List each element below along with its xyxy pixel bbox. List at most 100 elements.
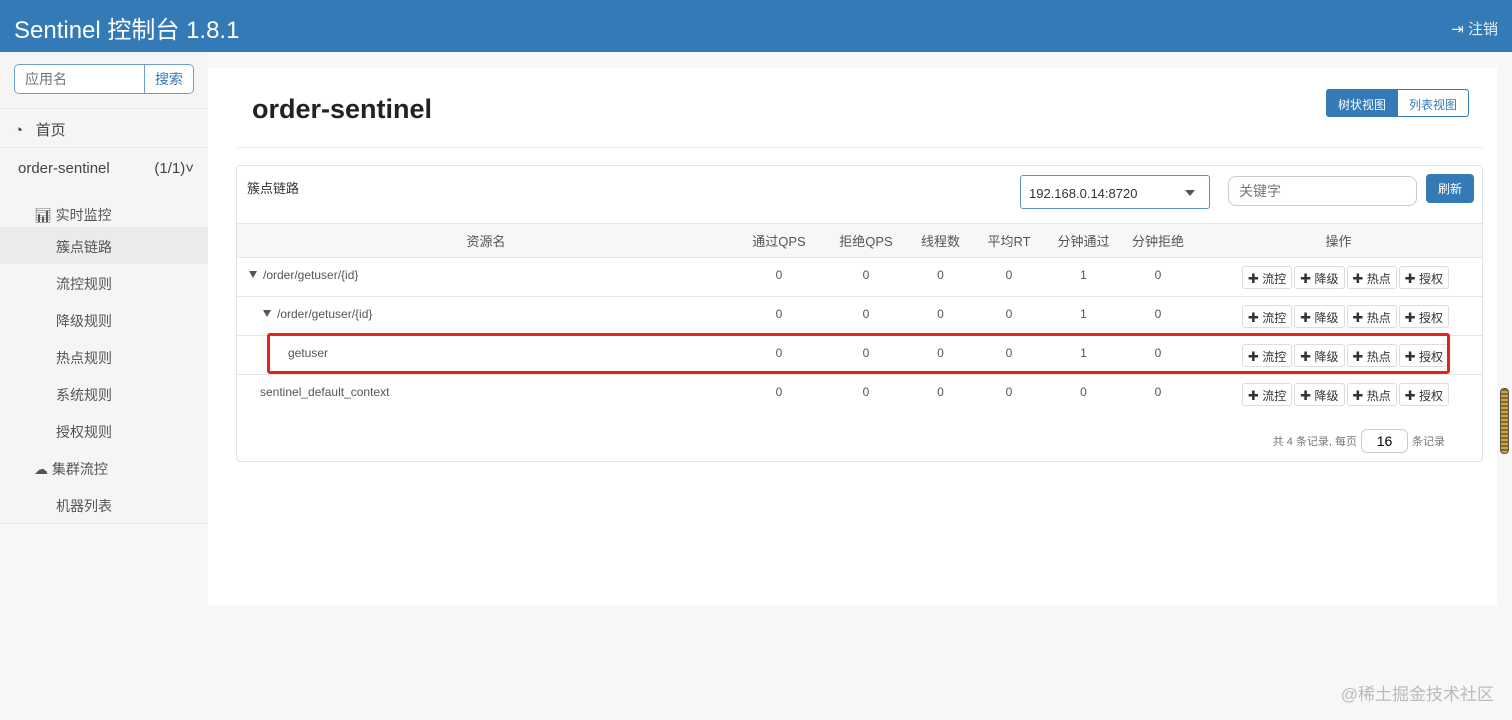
app-search-input[interactable] (15, 65, 144, 93)
sidebar-app-order-sentinel[interactable]: order-sentinel (1/1)˅ (18, 160, 194, 177)
sidebar-item-flow-rules[interactable]: 流控规则 (56, 276, 112, 292)
metric-cell: 0 (823, 296, 909, 336)
metric-cell: 0 (909, 335, 972, 375)
expand-triangle-icon[interactable] (249, 271, 257, 282)
plus-icon: ✚ (1300, 349, 1312, 364)
add-rule-button[interactable]: ✚ 热点 (1346, 266, 1397, 289)
add-rule-button[interactable]: ✚ 流控 (1242, 344, 1293, 367)
caret-down-icon (1185, 190, 1195, 201)
list-view-button[interactable]: 列表视图 (1397, 89, 1469, 117)
plus-icon: ✚ (1248, 271, 1259, 286)
metric-cell: 0 (972, 296, 1046, 336)
logout-link[interactable]: ⇥ 注销 (1451, 21, 1498, 38)
sidebar-item-realtime[interactable]: 📊︎ 实时监控 (34, 207, 112, 223)
highlight-box (267, 333, 1450, 374)
column-header: 分钟通过 (1046, 223, 1121, 258)
column-header: 操作 (1195, 223, 1482, 258)
metric-cell: 0 (735, 257, 823, 297)
add-rule-button[interactable]: ✚ 降级 (1294, 305, 1345, 328)
plus-icon: ✚ (1300, 271, 1312, 286)
table-row: sentinel_default_context 0 0 0 0 0 0 ✚ 流控 ✚ 降级 ✚ … (237, 375, 1482, 414)
plus-icon: ✚ (1300, 388, 1312, 403)
metric-cell: 1 (1046, 257, 1121, 297)
cloud-icon: ☁ (34, 461, 48, 477)
column-header: 分钟拒绝 (1121, 223, 1195, 258)
sidebar-item-hotspot-rules[interactable]: 热点规则 (56, 350, 112, 366)
add-rule-button[interactable]: ✚ 热点 (1346, 383, 1397, 406)
resource-table: 资源名 通过QPS 拒绝QPS 线程数 平均RT 分钟通过 分钟拒绝 操作 /order/ge… (237, 223, 1482, 414)
logout-icon: ⇥ (1451, 21, 1464, 38)
page-title: order-sentinel (252, 94, 433, 124)
metric-cell: 0 (1121, 296, 1195, 336)
refresh-button[interactable]: 刷新 (1426, 174, 1474, 203)
sidebar-item-auth-rules[interactable]: 授权规则 (56, 424, 112, 440)
plus-icon: ✚ (1404, 388, 1416, 403)
sidebar: 搜索 ◔ 首页 order-sentinel(1/1)˅ 📊︎ 实时监控 簇点链… (0, 52, 208, 524)
resource-name-cell: /order/getuser/{id} (237, 257, 735, 297)
resource-name-cell: /order/getuser/{id} (237, 296, 735, 336)
add-rule-button[interactable]: ✚ 热点 (1346, 305, 1397, 328)
pagination: 共 4 条记录, 每页 条记录 (1273, 429, 1445, 453)
column-header: 资源名 (237, 223, 735, 258)
sidebar-item-degrade-rules[interactable]: 降级规则 (56, 313, 112, 329)
plus-icon: ✚ (1404, 310, 1416, 325)
sidebar-item-cluster-flow[interactable]: ☁ 集群流控 (34, 461, 108, 477)
resource-name-cell: sentinel_default_context (260, 385, 390, 399)
plus-icon: ✚ (1248, 349, 1259, 364)
metric-cell: 0 (937, 385, 944, 399)
add-rule-button[interactable]: ✚ 热点 (1346, 344, 1397, 367)
bar-chart-icon: 📊︎ (34, 207, 52, 223)
metric-cell: 0 (1080, 385, 1087, 399)
tree-view-button[interactable]: 树状视图 (1325, 89, 1398, 117)
page-size-input[interactable] (1361, 429, 1408, 453)
chevron-down-icon: ˅ (185, 160, 194, 177)
add-rule-button[interactable]: ✚ 降级 (1294, 266, 1345, 289)
actions-cell: ✚ 流控 ✚ 降级 ✚ 热点 ✚ 授权 (1195, 257, 1482, 297)
plus-icon: ✚ (1248, 310, 1259, 325)
actions-cell: ✚ 流控 ✚ 降级 ✚ 热点 ✚ 授权 (1195, 296, 1482, 336)
add-rule-button[interactable]: ✚ 授权 (1398, 305, 1450, 328)
metric-cell: 0 (909, 296, 972, 336)
app-title: Sentinel 控制台 1.8.1 (14, 17, 240, 44)
view-toggle: 树状视图 列表视图 (1325, 89, 1469, 117)
plus-icon: ✚ (1352, 271, 1364, 286)
add-rule-button[interactable]: ✚ 授权 (1398, 344, 1450, 367)
metric-cell: 0 (972, 257, 1046, 297)
keyword-input[interactable] (1228, 176, 1417, 206)
plus-icon: ✚ (1404, 349, 1416, 364)
add-rule-button[interactable]: ✚ 授权 (1398, 266, 1450, 289)
add-rule-button[interactable]: ✚ 降级 (1294, 383, 1345, 406)
metric-cell: 0 (1154, 385, 1162, 399)
plus-icon: ✚ (1300, 310, 1312, 325)
column-header: 通过QPS (735, 223, 823, 258)
add-rule-button[interactable]: ✚ 授权 (1398, 383, 1450, 406)
add-rule-button[interactable]: ✚ 流控 (1242, 383, 1293, 406)
sidebar-item-cluster-link[interactable]: 簇点链路 (0, 227, 208, 264)
add-rule-button[interactable]: ✚ 降级 (1294, 344, 1345, 367)
add-rule-button[interactable]: ✚ 流控 (1242, 305, 1293, 328)
resource-panel: 簇点链路 192.168.0.14:8720 刷新 资源名通过QPS拒绝QPS线… (236, 165, 1483, 462)
sidebar-item-home[interactable]: ◔ 首页 (0, 108, 208, 148)
metric-cell: 0 (735, 296, 823, 336)
metric-cell: 0 (735, 335, 823, 375)
sidebar-item-machines[interactable]: 机器列表 (56, 498, 112, 514)
metric-cell: 0 (1005, 385, 1013, 399)
scrollbar[interactable] (1500, 388, 1509, 454)
column-header: 拒绝QPS (823, 223, 909, 258)
table-row: getuser 0 0 0 0 1 0 ✚ 流控 ✚ 降级 ✚ 热点 ✚ 授权 (237, 335, 1482, 375)
metric-cell: 0 (972, 335, 1046, 375)
actions-cell: ✚ 流控 ✚ 降级 ✚ 热点 ✚ 授权 (1195, 375, 1482, 414)
expand-triangle-icon[interactable] (263, 310, 271, 321)
add-rule-button[interactable]: ✚ 流控 (1242, 266, 1293, 289)
metric-cell: 0 (823, 335, 909, 375)
top-bar: Sentinel 控制台 1.8.1 ⇥ 注销 (0, 0, 1512, 52)
app-search: 搜索 (14, 64, 194, 94)
search-button[interactable]: 搜索 (144, 65, 193, 93)
machine-select[interactable]: 192.168.0.14:8720 (1020, 175, 1210, 209)
sidebar-item-system-rules[interactable]: 系统规则 (56, 387, 112, 403)
plus-icon: ✚ (1248, 388, 1259, 403)
column-header: 平均RT (972, 223, 1046, 258)
metric-cell: 1 (1046, 296, 1121, 336)
table-row: /order/getuser/{id} 0 0 0 0 1 0 ✚ 流控 ✚ 降级 ✚ 热点 ✚ 授… (237, 257, 1482, 297)
metric-cell: 1 (1046, 335, 1121, 375)
